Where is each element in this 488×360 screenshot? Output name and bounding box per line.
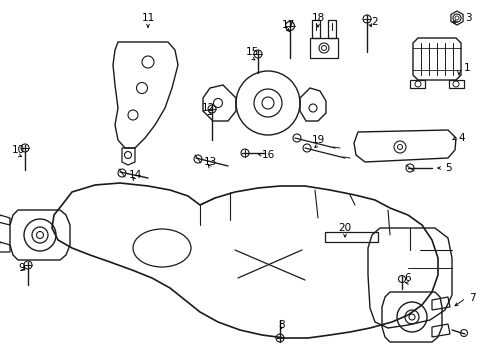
Text: 18: 18 xyxy=(311,13,324,23)
Text: 14: 14 xyxy=(128,170,142,180)
Text: 17: 17 xyxy=(281,20,294,30)
Text: 12: 12 xyxy=(201,103,214,113)
Text: 1: 1 xyxy=(463,63,469,73)
Text: 10: 10 xyxy=(11,145,24,155)
Text: 5: 5 xyxy=(444,163,450,173)
Text: 11: 11 xyxy=(141,13,154,23)
Text: 20: 20 xyxy=(338,223,351,233)
Text: 19: 19 xyxy=(311,135,324,145)
Text: 15: 15 xyxy=(245,47,258,57)
Text: 2: 2 xyxy=(371,17,378,27)
Text: 4: 4 xyxy=(458,133,465,143)
Text: 13: 13 xyxy=(203,157,216,167)
Text: 7: 7 xyxy=(468,293,474,303)
Text: 16: 16 xyxy=(261,150,274,160)
Text: 3: 3 xyxy=(464,13,470,23)
Text: 8: 8 xyxy=(278,320,285,330)
Text: 6: 6 xyxy=(404,273,410,283)
Text: 9: 9 xyxy=(19,263,25,273)
